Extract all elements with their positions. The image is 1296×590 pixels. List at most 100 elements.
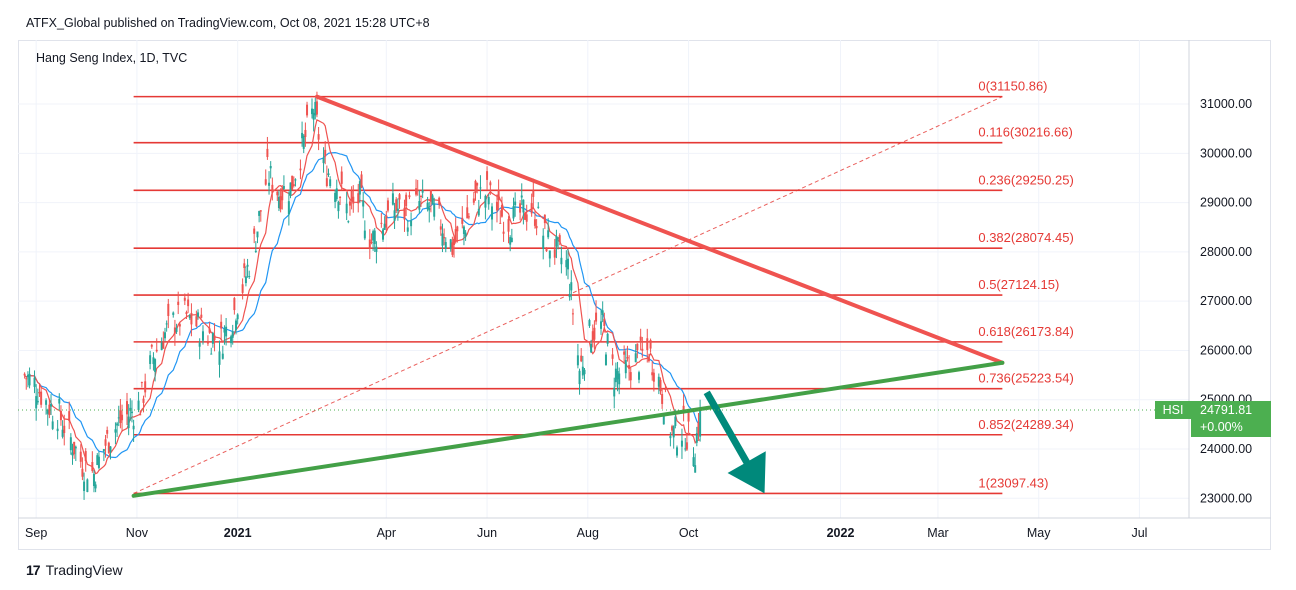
candle-body — [661, 394, 664, 404]
candle-body — [277, 196, 280, 208]
candle-body — [694, 465, 697, 473]
candle-body — [150, 344, 153, 347]
candle-body — [454, 229, 457, 243]
candle-body — [45, 400, 48, 405]
candle-body — [524, 212, 527, 220]
down-arrow-shape — [703, 390, 766, 494]
candle-body — [279, 196, 282, 210]
candle-body — [327, 173, 330, 176]
candle-body — [163, 332, 166, 339]
candle-body — [519, 203, 522, 213]
candle-body — [109, 446, 112, 452]
candle-body — [154, 359, 157, 372]
candle-body — [659, 379, 662, 392]
candle-body — [466, 207, 469, 219]
candle-body — [211, 332, 214, 344]
candle-body — [208, 328, 211, 333]
candle-body — [558, 235, 561, 243]
candle-body — [223, 329, 226, 333]
candle-body — [172, 312, 175, 315]
candle-body — [393, 210, 396, 221]
candle-body — [142, 398, 145, 403]
candle-body — [462, 226, 465, 235]
candle-body — [651, 372, 654, 376]
candle-body — [48, 404, 51, 416]
candle-body — [253, 228, 256, 234]
tradingview-logo[interactable]: 17 TradingView — [26, 562, 123, 578]
candle-body — [337, 201, 340, 212]
candle-body — [403, 207, 406, 220]
chart-frame[interactable] — [18, 40, 1271, 550]
candle-body — [624, 360, 627, 374]
candle-body — [73, 441, 76, 455]
candle-body — [375, 246, 378, 252]
candle-body — [140, 382, 143, 384]
candle-body — [258, 211, 261, 216]
candle-body — [410, 220, 413, 227]
candle-body — [441, 233, 444, 246]
candle-body — [334, 192, 337, 202]
candle-body — [548, 250, 551, 259]
candle-body — [380, 222, 383, 224]
candle-body — [46, 409, 49, 414]
fibonacci-retracement[interactable]: 0(31150.86) 0.116(30216.66) 0.236(29250.25… — [133, 79, 1074, 495]
candle-body — [97, 456, 100, 468]
candle-body — [636, 343, 639, 351]
candle-body — [201, 331, 204, 341]
candle-body — [662, 416, 665, 425]
candle-body — [63, 425, 66, 433]
candle-body — [312, 112, 315, 120]
candle-body — [512, 206, 515, 219]
fib-level-label: 0.618(26173.84) — [978, 324, 1073, 339]
down-arrow[interactable] — [703, 390, 766, 494]
candle-body — [671, 426, 674, 431]
brand-name: TradingView — [45, 562, 123, 578]
candle-body — [335, 188, 338, 200]
candle-body — [590, 343, 593, 353]
last-price-change: +0.00% — [1200, 420, 1243, 434]
candle-body — [543, 214, 546, 224]
candle-body — [603, 318, 606, 326]
candle-body — [96, 455, 99, 466]
candle-body — [236, 314, 239, 320]
candle-body — [406, 227, 409, 232]
candle-body — [509, 237, 512, 245]
candle-body — [580, 355, 583, 362]
candle-body — [213, 335, 216, 341]
candle-body — [325, 178, 328, 186]
candle-body — [287, 201, 290, 215]
y-axis-ticks: 23000.0024000.0025000.0026000.0027000.00… — [1200, 97, 1252, 505]
candle-body — [299, 168, 302, 171]
candle-body — [568, 294, 571, 298]
support-trendline — [131, 360, 1005, 498]
candle-body — [500, 205, 503, 217]
candle-body — [449, 239, 452, 250]
candle-body — [525, 214, 528, 222]
trendlines[interactable] — [131, 94, 1005, 498]
candle-body — [557, 237, 560, 239]
candle-body — [200, 314, 203, 318]
candle-body — [638, 372, 641, 380]
candle-body — [486, 171, 489, 180]
candle-body — [225, 326, 228, 337]
candle-body — [329, 179, 332, 187]
fib-level-label: 0(31150.86) — [978, 79, 1047, 94]
candle-body — [126, 401, 129, 415]
candle-body — [687, 411, 690, 422]
candle-body — [611, 354, 614, 359]
x-tick-label: Aug — [577, 526, 599, 540]
candle-body — [269, 166, 272, 169]
candle-body — [595, 312, 598, 322]
y-tick-label: 23000.00 — [1200, 491, 1252, 505]
candle-body — [198, 342, 201, 347]
candle-body — [495, 201, 498, 211]
candle-body — [117, 417, 120, 419]
candle-body — [444, 242, 447, 249]
x-axis-ticks: Sep Nov 2021 Apr Jun Aug Oct 2022 Mar May Jul — [25, 526, 1147, 540]
candle-body — [51, 421, 54, 429]
candle-body — [451, 242, 454, 255]
candle-body — [347, 221, 350, 223]
candle-body — [91, 461, 94, 471]
candle-body — [276, 191, 279, 196]
